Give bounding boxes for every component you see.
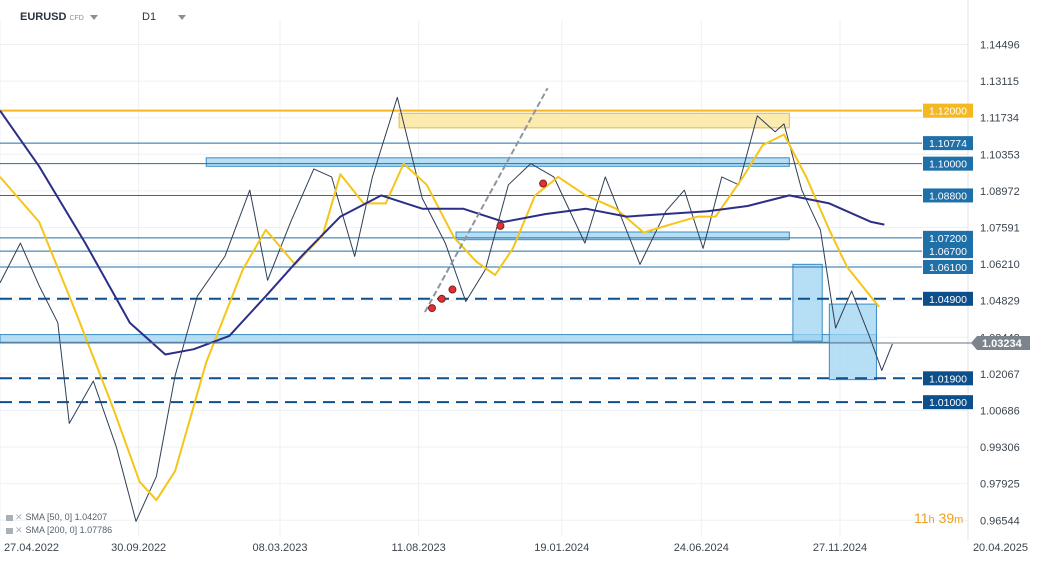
swing-marker	[539, 179, 548, 188]
indicator-settings-icon[interactable]	[6, 527, 13, 534]
remove-indicator-icon[interactable]: ✕	[15, 525, 23, 535]
price-zone	[455, 231, 790, 241]
legend-value: 1.07786	[79, 525, 113, 535]
y-tick-label: 1.06210	[980, 259, 1020, 271]
level-label-text: 1.08800	[929, 190, 967, 202]
trendline	[424, 87, 549, 313]
price-zone	[398, 112, 790, 129]
level-label-box	[923, 156, 973, 171]
current-price-box	[971, 335, 1030, 350]
level-label-box	[923, 260, 973, 275]
y-tick-label: 1.04829	[980, 296, 1020, 308]
level-label-box	[923, 244, 973, 259]
level-label-text: 1.12000	[929, 106, 967, 118]
level-label-text: 1.04900	[929, 294, 967, 306]
sma50-line	[0, 133, 880, 502]
price-zone	[0, 334, 877, 343]
price-zone	[792, 263, 823, 342]
timer-h-unit: h	[928, 514, 935, 526]
level-label-box	[923, 230, 973, 245]
swing-marker	[496, 221, 505, 230]
y-tick-label: 0.97925	[980, 479, 1020, 491]
dropdown-caret-icon[interactable]	[178, 14, 187, 20]
y-tick-label: 0.96544	[980, 515, 1020, 527]
level-label-box	[923, 395, 973, 410]
timer-hours: 11	[914, 510, 929, 526]
instrument-type: CFD	[69, 15, 84, 22]
x-tick-label: 19.01.2024	[534, 542, 589, 554]
chart-series	[0, 96, 893, 522]
level-label-text: 1.07200	[929, 233, 967, 245]
level-label-text: 1.06700	[929, 246, 967, 258]
y-tick-label: 1.13115	[980, 76, 1019, 88]
price-zone	[828, 303, 877, 381]
y-tick-label: 1.00686	[980, 405, 1020, 417]
legend-item-sma200[interactable]: ✕ SMA [200, 0] 1.07786	[6, 525, 112, 536]
legend-label: SMA [200, 0]	[25, 525, 78, 535]
chart-grid	[0, 20, 969, 536]
legend-value: 1.04207	[74, 512, 108, 522]
level-label-box	[923, 291, 973, 306]
chart-overlays	[424, 87, 549, 313]
level-label-text: 1.01000	[929, 397, 967, 409]
timeframe-label: D1	[142, 11, 157, 23]
level-label-text: 1.06100	[929, 262, 967, 274]
timer-minutes: 39	[938, 510, 955, 526]
x-tick-label: 24.06.2024	[674, 542, 729, 554]
level-label-text: 1.01900	[929, 373, 967, 385]
y-tick-label: 0.99306	[980, 442, 1020, 454]
swing-marker	[437, 294, 446, 303]
level-label-text: 1.10000	[929, 159, 967, 171]
y-tick-label: 1.07591	[980, 222, 1020, 234]
chart-zones	[0, 112, 877, 381]
indicator-settings-icon[interactable]	[6, 514, 13, 521]
legend-label: SMA [50, 0]	[25, 512, 73, 522]
level-label-box	[923, 371, 973, 386]
timer-m-unit: m	[954, 514, 964, 526]
symbol-selector[interactable]: EURUSD CFD	[20, 11, 98, 23]
current-price-text: 1.03234	[982, 338, 1023, 350]
y-tick-label: 1.14496	[980, 39, 1020, 51]
level-label-box	[923, 103, 973, 118]
symbol-name: EURUSD	[20, 11, 67, 23]
y-tick-label: 1.11734	[980, 113, 1019, 125]
timeframe-selector[interactable]: D1	[142, 11, 187, 23]
x-tick-label: 30.09.2022	[111, 542, 166, 554]
x-tick-label: 11.08.2023	[392, 542, 446, 554]
price-zone	[205, 157, 790, 167]
x-tick-label: 20.04.2025	[973, 542, 1028, 554]
remove-indicator-icon[interactable]: ✕	[15, 512, 23, 522]
dropdown-caret-icon[interactable]	[89, 14, 98, 20]
y-tick-label: 1.02067	[980, 369, 1020, 381]
level-label-box	[923, 136, 973, 151]
candle-countdown: 11h 39m	[914, 510, 963, 526]
x-tick-label: 08.03.2023	[252, 542, 307, 554]
chart-axes: 27.04.2022 30.09.2022 08.03.2023 11.08.2023…	[4, 0, 1028, 554]
y-tick-label: 1.10353	[980, 149, 1020, 161]
level-label-box	[923, 188, 973, 203]
sma200-line	[0, 110, 885, 356]
level-label-text: 1.10774	[929, 138, 967, 150]
x-tick-label: 27.11.2024	[813, 542, 867, 554]
swing-marker	[428, 304, 436, 313]
x-tick-label: 27.04.2022	[4, 542, 59, 554]
price-line	[0, 96, 893, 522]
legend-item-sma50[interactable]: ✕ SMA [50, 0] 1.04207	[6, 512, 107, 523]
swing-marker	[448, 285, 457, 294]
y-tick-label: 1.08972	[980, 186, 1020, 198]
level-labels: 1.12000 1.10774 1.10000 1.08800 1.072001.067…	[0, 103, 1030, 410]
